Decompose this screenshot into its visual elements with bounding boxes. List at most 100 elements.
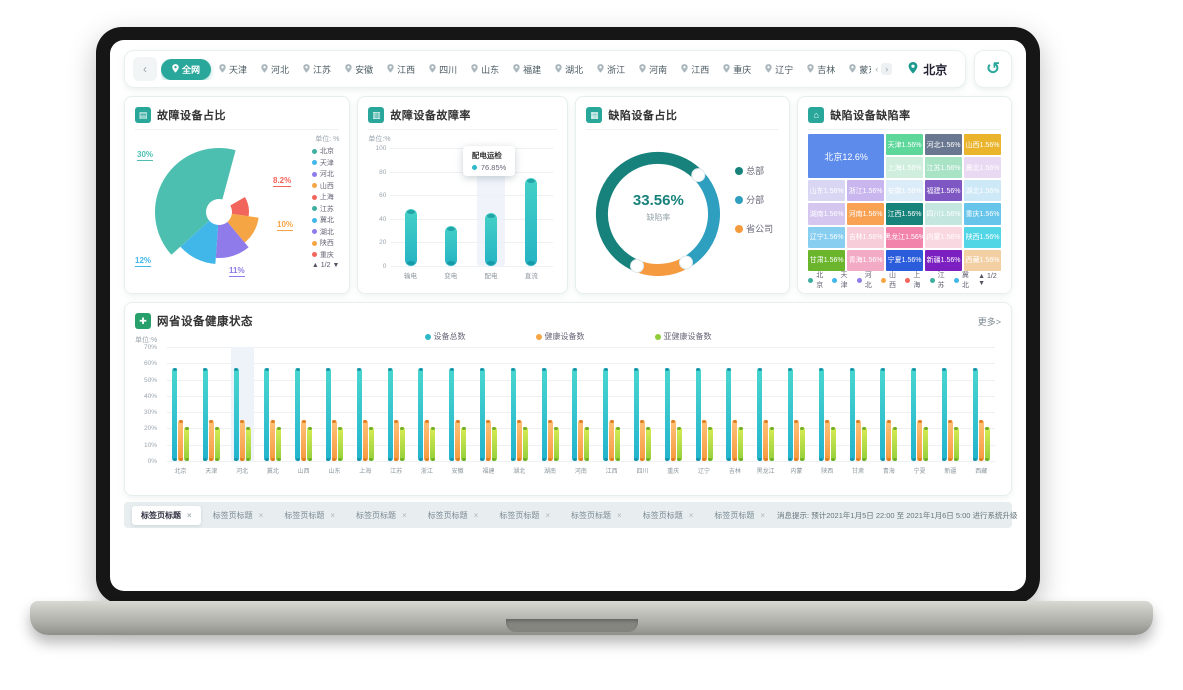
nav-tab[interactable]: 重庆 (717, 60, 757, 79)
bottom-tab[interactable]: 标签页标题 × (347, 506, 416, 525)
bar-设备总数[interactable] (233, 368, 239, 461)
bar-健康设备数[interactable] (362, 420, 368, 461)
bar-亚健康设备数[interactable] (245, 426, 251, 461)
legend-item[interactable]: 设备总数 (424, 331, 466, 342)
bar-设备总数[interactable] (633, 368, 639, 461)
bar-健康设备数[interactable] (516, 420, 522, 461)
close-icon[interactable]: × (473, 510, 479, 520)
bar-健康设备数[interactable] (393, 420, 399, 461)
bar-健康设备数[interactable] (578, 420, 584, 461)
treemap-cell-内蒙[interactable]: 内蒙1.56% (925, 226, 963, 248)
legend-item[interactable]: 健康设备数 (535, 331, 585, 342)
bar-健康设备数[interactable] (763, 420, 769, 461)
treemap-cell-湖北[interactable]: 湖北1.56% (964, 180, 1002, 202)
bar-健康设备数[interactable] (886, 420, 892, 461)
treemap-cell-青海[interactable]: 青海1.56% (847, 249, 885, 271)
treemap-cell-湖南[interactable]: 湖南1.56% (808, 203, 846, 225)
bar-设备总数[interactable] (479, 368, 485, 461)
close-icon[interactable]: × (330, 510, 336, 520)
bar-亚健康设备数[interactable] (615, 426, 621, 461)
legend-item[interactable]: 陕西 (311, 238, 339, 248)
bar-设备总数[interactable] (849, 368, 855, 461)
bar-健康设备数[interactable] (208, 420, 214, 461)
treemap-cell-江苏[interactable]: 江苏1.56% (925, 157, 963, 179)
bar-健康设备数[interactable] (609, 420, 615, 461)
nav-tab[interactable]: 吉林 (801, 60, 841, 79)
bar-设备总数[interactable] (911, 368, 917, 461)
legend-item[interactable]: 山西 (881, 270, 899, 290)
treemap-cell-河北[interactable]: 河北1.56% (925, 134, 963, 156)
treemap-cell-新疆[interactable]: 新疆1.56% (925, 249, 963, 271)
back-button[interactable]: ↺ (974, 50, 1012, 88)
donut-marker[interactable] (630, 258, 645, 273)
nav-tab[interactable]: 山东 (465, 60, 505, 79)
treemap-cell-甘肃[interactable]: 甘肃1.56% (808, 249, 846, 271)
nav-tab[interactable]: 四川 (423, 60, 463, 79)
bar-设备总数[interactable] (787, 368, 793, 461)
legend-item[interactable]: 北京 (808, 270, 826, 290)
bar-健康设备数[interactable] (732, 420, 738, 461)
legend-item[interactable]: 河北 (311, 169, 339, 179)
bar-设备总数[interactable] (880, 368, 886, 461)
treemap-cell-宁夏[interactable]: 宁夏1.56% (886, 249, 924, 271)
legend-item[interactable]: 冀北 (311, 215, 339, 225)
legend-pagination[interactable]: ▲ 1/2 ▼ (311, 262, 340, 269)
bar-亚健康设备数[interactable] (676, 426, 682, 461)
treemap-cell-西藏[interactable]: 西藏1.56% (964, 249, 1002, 271)
bar-设备总数[interactable] (541, 368, 547, 461)
bar-亚健康设备数[interactable] (553, 426, 559, 461)
bar-配电[interactable] (485, 212, 498, 266)
bar-健康设备数[interactable] (239, 420, 245, 461)
close-icon[interactable]: × (258, 510, 264, 520)
nav-tab[interactable]: 江西 (381, 60, 421, 79)
tab-page-next-icon[interactable]: › (881, 63, 893, 75)
bar-亚健康设备数[interactable] (461, 426, 467, 461)
treemap-cell-安徽[interactable]: 安徽1.56% (886, 180, 924, 202)
bar-亚健康设备数[interactable] (184, 426, 189, 461)
bar-健康设备数[interactable] (331, 420, 337, 461)
bar-亚健康设备数[interactable] (830, 426, 836, 461)
legend-item[interactable]: 省公司 (735, 222, 773, 235)
bar-亚健康设备数[interactable] (984, 426, 990, 461)
bar-亚健康设备数[interactable] (953, 426, 959, 461)
treemap-cell-四川[interactable]: 四川1.56% (925, 203, 963, 225)
legend-item[interactable]: 天津 (311, 158, 339, 168)
bar-健康设备数[interactable] (178, 420, 183, 461)
legend-item[interactable]: 湖北 (311, 227, 339, 237)
legend-item[interactable]: 上海 (311, 192, 339, 202)
bar-健康设备数[interactable] (917, 420, 923, 461)
treemap-cell-福建[interactable]: 福建1.56% (925, 180, 963, 202)
nav-tab[interactable]: 河北 (255, 60, 295, 79)
bar-设备总数[interactable] (818, 368, 824, 461)
close-icon[interactable]: × (545, 510, 551, 520)
donut-marker[interactable] (679, 255, 694, 270)
bottom-tab[interactable]: 标签页标题 × (562, 506, 631, 525)
nav-tab[interactable]: 福建 (507, 60, 547, 79)
bar-健康设备数[interactable] (947, 420, 953, 461)
donut-segment-省公司[interactable] (635, 257, 691, 277)
nav-tab[interactable]: 河南 (633, 60, 673, 79)
pie-slice-北京[interactable] (154, 148, 236, 255)
bar-健康设备数[interactable] (793, 420, 799, 461)
treemap-cell-冀北[interactable]: 冀北1.56% (964, 157, 1002, 179)
close-icon[interactable]: × (402, 510, 407, 520)
bar-设备总数[interactable] (510, 368, 516, 461)
treemap-cell-浙江[interactable]: 浙江1.56% (847, 180, 885, 202)
bar-设备总数[interactable] (941, 368, 947, 461)
tab-page-prev-icon[interactable]: ‹ (875, 64, 879, 74)
bar-设备总数[interactable] (264, 368, 270, 461)
bar-健康设备数[interactable] (978, 420, 984, 461)
bar-亚健康设备数[interactable] (769, 426, 775, 461)
bar-健康设备数[interactable] (455, 420, 461, 461)
bar-亚健康设备数[interactable] (399, 426, 405, 461)
treemap-cell-山东[interactable]: 山东1.56% (808, 180, 846, 202)
legend-item[interactable]: 山西 (311, 181, 339, 191)
bar-设备总数[interactable] (202, 368, 208, 461)
legend-item[interactable]: 冀北 (953, 270, 972, 290)
legend-item[interactable]: 河北 (856, 270, 875, 290)
treemap-cell-陕西[interactable]: 陕西1.56% (964, 226, 1002, 248)
bar-设备总数[interactable] (295, 368, 301, 461)
legend-item[interactable]: 分部 (735, 193, 773, 206)
treemap-cell-黑龙江[interactable]: 黑龙江1.56% (886, 226, 924, 248)
bottom-tab[interactable]: 标签页标题 × (275, 506, 344, 525)
